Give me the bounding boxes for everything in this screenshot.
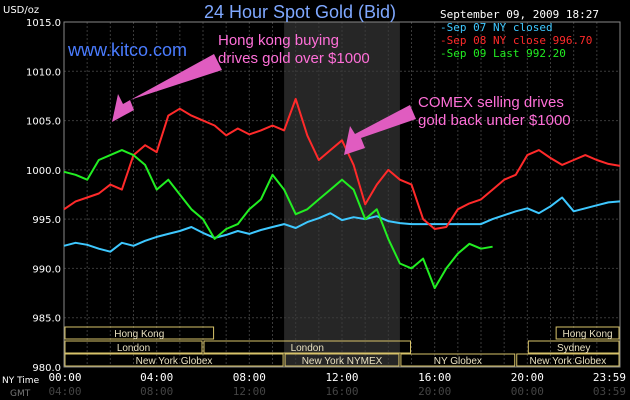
chart-title: 24 Hour Spot Gold (Bid) [203,2,397,22]
series-line-2 [63,97,621,230]
x-axis: 00:00 04:00 08:00 12:00 16:00 20:00 23:5904:00… [2,371,626,399]
x-row-label-gmt: GMT [10,389,31,399]
timestamp: September 09, 2009 18:27 [440,8,599,21]
series-line-1 [63,196,621,253]
session-bar [64,353,284,367]
y-tick-label: 1005.0 [26,117,61,128]
session-label: New York Globex [530,356,607,367]
session-label: Sydney [557,343,590,354]
y-tick-label: 985.0 [32,314,61,325]
session-label: London [291,343,324,354]
session-bar [64,326,215,340]
annotation-arrows [112,54,416,155]
x-tick-label-ny: 08:00 [233,371,266,384]
session-bar [64,340,203,354]
grid-lines [63,21,621,368]
annotation-line: Hong kong buying [218,32,339,49]
annotation-hong-kong: Hong kong buying drives gold over $1000 [218,32,370,68]
x-row-label-ny: NY Time [2,376,40,386]
y-axis: 980.0 985.0 990.0 995.0 1000.0 1005.0 1010.0 10… [26,18,61,374]
x-tick-label-ny: 16:00 [418,371,451,384]
legend-item-sep09: -Sep 09 Last 992.20 [440,47,566,60]
annotation-line: COMEX selling drives [418,94,564,111]
y-tick-label: 995.0 [32,215,61,226]
y-tick-label: 980.0 [32,363,61,374]
session-bar [527,340,620,354]
session-label: London [117,343,150,354]
x-tick-label-gmt: 03:59 [593,385,626,398]
x-tick-label-gmt: 00:00 [511,385,544,398]
annotation-line: gold back under $1000 [418,112,571,129]
session-label: New York NYMEX [302,356,383,367]
annotation-comex: COMEX selling drives gold back under $10… [418,94,571,130]
x-tick-label-gmt: 16:00 [325,385,358,398]
plot-frame [63,21,621,368]
y-tick-label: 990.0 [32,264,61,275]
x-tick-label-ny: 04:00 [140,371,173,384]
y-tick-label: 1015.0 [26,18,61,29]
legend-item-sep07: -Sep 07 NY closed [440,21,553,34]
x-tick-label-gmt: 20:00 [418,385,451,398]
x-tick-label-ny: 12:00 [325,371,358,384]
annotation-line: drives gold over $1000 [218,50,370,67]
legend-item-sep08: -Sep 08 NY close 996.70 [440,34,593,47]
session-bar [284,353,400,367]
x-tick-label-gmt: 08:00 [140,385,173,398]
x-tick-label-gmt: 04:00 [48,385,81,398]
session-bar [400,353,516,367]
session-label: New York Globex [136,356,213,367]
session-label: Hong Kong [114,329,164,340]
site-url: www.kitco.com [68,40,188,60]
price-series [63,97,621,290]
x-tick-label-ny: 00:00 [48,371,81,384]
arrow-1-icon [112,54,222,122]
trading-sessions: Hong Kong Hong Kong London London Sydney New … [64,326,620,367]
x-tick-label-gmt: 12:00 [233,385,266,398]
y-tick-label: 1000.0 [26,166,61,177]
x-tick-label-ny: 23:59 [593,371,626,384]
session-bar [203,340,411,354]
session-label: Hong Kong [563,329,613,340]
y-unit-label: USD/oz [3,5,39,16]
y-tick-label: 1010.0 [26,67,61,78]
arrow-2-icon [344,105,416,155]
session-bar [516,353,620,367]
x-tick-label-ny: 20:00 [511,371,544,384]
session-label: NY Globex [434,356,482,367]
series-line-3 [63,149,493,290]
session-bar [555,326,620,340]
